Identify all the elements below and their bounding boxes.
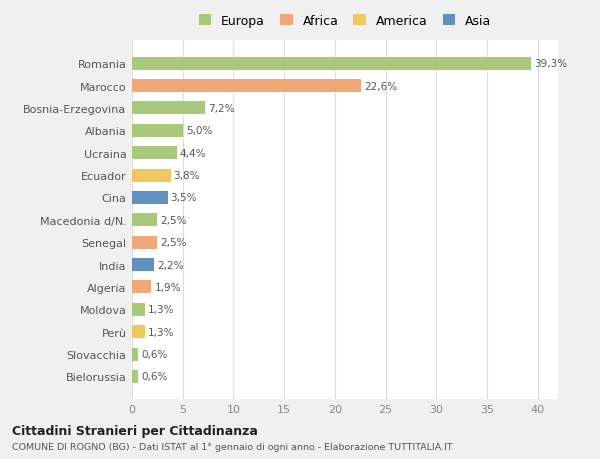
Text: 1,3%: 1,3% [148,327,175,337]
Text: 3,5%: 3,5% [170,193,197,203]
Text: 0,6%: 0,6% [141,349,167,359]
Bar [132,124,183,138]
Legend: Europa, Africa, America, Asia: Europa, Africa, America, Asia [195,11,495,32]
Bar [132,325,145,338]
Text: 7,2%: 7,2% [208,104,235,114]
Bar [132,169,170,182]
Bar [132,57,530,71]
Bar [132,281,151,294]
Bar [132,236,157,249]
Text: 3,8%: 3,8% [173,171,200,181]
Text: 4,4%: 4,4% [179,148,206,158]
Text: 22,6%: 22,6% [364,81,397,91]
Text: 5,0%: 5,0% [186,126,212,136]
Text: 0,6%: 0,6% [141,372,167,381]
Bar [132,102,205,115]
Bar [132,191,167,204]
Bar [132,80,361,93]
Text: 1,9%: 1,9% [154,282,181,292]
Text: Cittadini Stranieri per Cittadinanza: Cittadini Stranieri per Cittadinanza [12,424,258,437]
Text: 2,2%: 2,2% [157,260,184,270]
Text: 2,5%: 2,5% [160,215,187,225]
Bar [132,214,157,227]
Bar [132,258,154,271]
Bar [132,147,176,160]
Text: 1,3%: 1,3% [148,305,175,314]
Text: 2,5%: 2,5% [160,238,187,248]
Bar [132,370,138,383]
Bar [132,348,138,361]
Bar [132,303,145,316]
Text: 39,3%: 39,3% [533,59,567,69]
Text: COMUNE DI ROGNO (BG) - Dati ISTAT al 1° gennaio di ogni anno - Elaborazione TUTT: COMUNE DI ROGNO (BG) - Dati ISTAT al 1° … [12,442,452,451]
